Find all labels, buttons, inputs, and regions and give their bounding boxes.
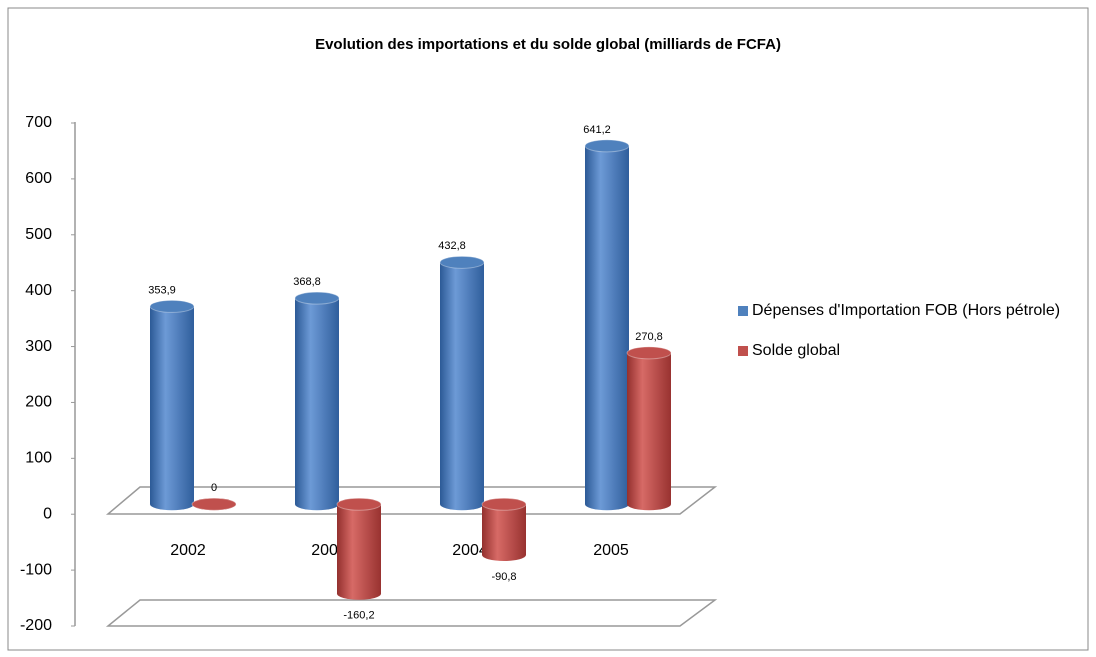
bar [482,504,526,555]
chart-border [7,7,1089,651]
bar-top [294,291,340,305]
bar [627,352,671,505]
bar [585,145,629,505]
x-tick-label: 2004 [452,542,488,559]
legend-swatch [738,306,748,316]
legend: Dépenses d'Importation FOB (Hors pétrole… [738,300,1088,380]
y-tick-label: 300 [25,338,52,355]
y-tick-label: -200 [20,617,52,634]
value-label: -160,2 [343,610,374,622]
x-tick-label: 2005 [593,542,629,559]
value-label: 368,8 [293,276,321,288]
value-label: -90,8 [491,571,516,583]
value-label: 641,2 [583,124,611,136]
bar-top [439,255,485,269]
y-tick-label: 500 [25,226,52,243]
value-label: 353,9 [148,284,176,296]
bar [295,298,339,505]
bar [440,262,484,505]
y-tick-label: 0 [43,505,52,522]
y-tick-label: 600 [25,170,52,187]
legend-item: Solde global [738,340,1092,362]
y-tick-label: -100 [20,561,52,578]
legend-label: Dépenses d'Importation FOB (Hors pétrole… [752,302,1061,319]
y-tick-label: 200 [25,394,52,411]
y-tick-label: 100 [25,450,52,467]
bar-top [626,346,672,360]
bar-top [149,299,195,313]
value-label: 0 [211,482,217,494]
floor [105,599,718,627]
bar [337,504,381,594]
bar-top [336,497,382,511]
bar-top [584,139,630,153]
legend-item: Dépenses d'Importation FOB (Hors pétrole… [738,300,1092,322]
value-label: 270,8 [635,331,663,343]
bar-top [191,497,237,511]
legend-label: Solde global [752,342,841,359]
y-tick-label: 400 [25,282,52,299]
y-tick-label: 700 [25,114,52,131]
legend-swatch [738,346,748,356]
bar [150,306,194,505]
x-tick-label: 2002 [170,542,206,559]
bar-top [481,497,527,511]
value-label: 432,8 [438,240,466,252]
chart-title: Evolution des importations et du solde g… [315,36,781,53]
